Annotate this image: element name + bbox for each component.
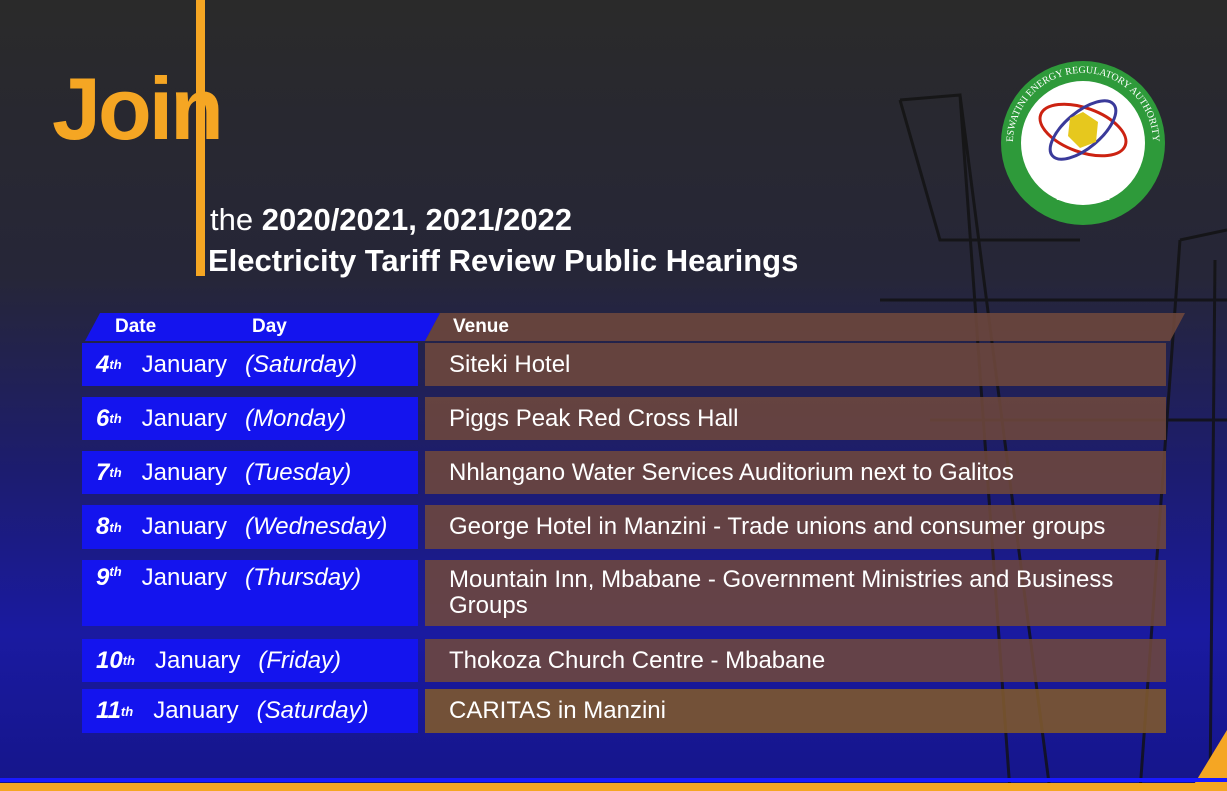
weekday: (Saturday) xyxy=(256,697,369,724)
month: January xyxy=(153,697,239,724)
col-day: Day xyxy=(252,316,287,337)
date: 6 xyxy=(96,404,110,432)
venue-cell: George Hotel in Manzini - Trade unions a… xyxy=(425,505,1166,549)
logo-acronym: ESERA xyxy=(1056,187,1110,204)
venue: CARITAS in Manzini xyxy=(449,697,666,724)
date: 9 xyxy=(96,564,110,591)
date-suffix: th xyxy=(122,653,135,668)
venue-cell: CARITAS in Manzini xyxy=(425,689,1166,733)
date-suffix: th xyxy=(120,703,134,719)
weekday: (Thursday) xyxy=(245,564,362,591)
date: 11 xyxy=(96,697,121,724)
weekday: (Wednesday) xyxy=(245,513,388,540)
years: 2020/2021, 2021/2022 xyxy=(261,202,573,237)
weekday: (Tuesday) xyxy=(245,458,352,486)
venue-cell: Mountain Inn, Mbabane - Government Minis… xyxy=(425,560,1166,626)
month: January xyxy=(141,404,228,432)
date: 8 xyxy=(96,513,110,540)
month: January xyxy=(141,350,228,378)
date: 10 xyxy=(96,646,123,674)
venue: Siteki Hotel xyxy=(449,350,571,378)
intro: the xyxy=(210,202,254,237)
venue: Mountain Inn, Mbabane - Government Minis… xyxy=(449,566,1114,619)
venue-cell: Siteki Hotel xyxy=(425,343,1166,386)
venue: Piggs Peak Red Cross Hall xyxy=(449,404,739,432)
col-venue: Venue xyxy=(453,316,509,337)
date: 7 xyxy=(96,458,110,486)
date-suffix: th xyxy=(109,411,122,426)
venue: Nhlangano Water Services Auditorium next… xyxy=(449,458,1014,486)
date-suffix: th xyxy=(109,357,122,372)
date-suffix: th xyxy=(109,519,122,535)
date-suffix: th xyxy=(109,465,122,480)
venue-cell: Thokoza Church Centre - Mbabane xyxy=(425,639,1166,682)
title-line: the 2020/2021, 2021/2022 xyxy=(210,202,572,238)
col-date: Date xyxy=(115,316,157,337)
weekday: (Saturday) xyxy=(245,350,358,378)
date: 4 xyxy=(96,350,110,378)
month: January xyxy=(141,564,228,591)
venue: George Hotel in Manzini - Trade unions a… xyxy=(449,513,1106,540)
venue-cell: Piggs Peak Red Cross Hall xyxy=(425,397,1166,440)
title: Electricity Tariff Review Public Hearing… xyxy=(208,243,799,278)
date-suffix: th xyxy=(109,564,122,579)
venue: Thokoza Church Centre - Mbabane xyxy=(449,646,826,674)
weekday: (Friday) xyxy=(258,646,342,674)
venue-cell: Nhlangano Water Services Auditorium next… xyxy=(425,451,1166,494)
month: January xyxy=(141,458,228,486)
weekday: (Monday) xyxy=(245,404,347,432)
month: January xyxy=(154,646,241,674)
accent-bar xyxy=(196,0,205,276)
month: January xyxy=(141,513,228,540)
headline: Join xyxy=(52,59,224,158)
